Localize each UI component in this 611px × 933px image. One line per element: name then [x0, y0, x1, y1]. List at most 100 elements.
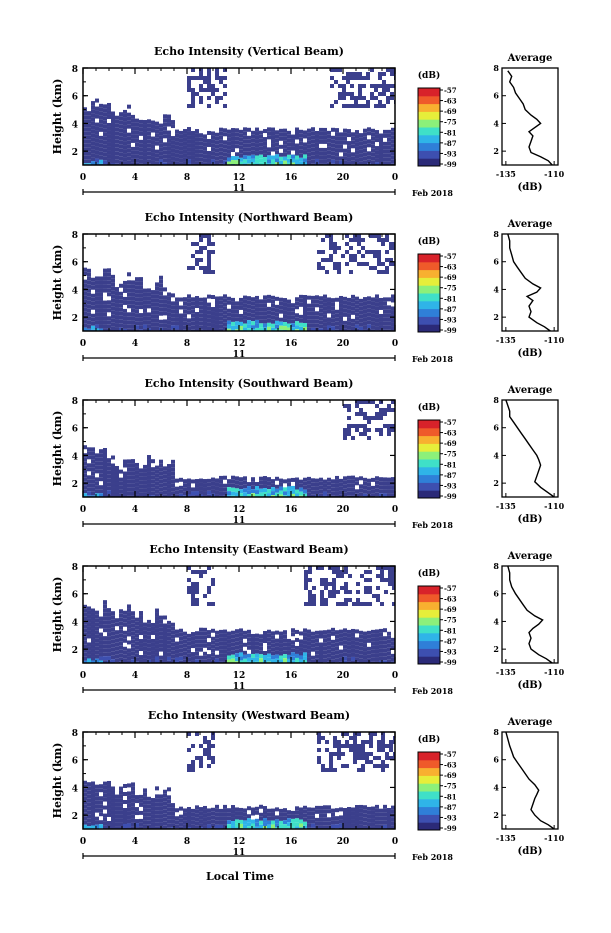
profile-y-tick-label: 2: [493, 478, 499, 488]
colorbar-tick-label: -69: [444, 439, 457, 448]
date-label: 11: [233, 682, 246, 692]
x-tick-label: 20: [337, 173, 350, 183]
profile-frame: [501, 233, 559, 332]
colorbar-segment: [418, 119, 440, 128]
y-tick-label: 2: [72, 148, 78, 158]
profile-y-tick-label: 4: [493, 782, 499, 792]
profile-y-tick-label: 4: [493, 118, 499, 128]
chart-panel-3: Echo Intensity (Eastward Beam) 2 4 6 8 Height…: [51, 543, 565, 696]
colorbar-segment: [418, 822, 440, 831]
colorbar-segment: [418, 134, 440, 144]
colorbar-segment: [418, 285, 440, 294]
colorbar-segment: [418, 103, 440, 112]
profile-title: Average: [507, 219, 553, 230]
colorbar-tick-label: -87: [444, 803, 457, 812]
profile-y-tick-label: 4: [493, 450, 499, 460]
profile-x-tick-label: -135: [496, 833, 516, 843]
profile-x-label: (dB): [518, 514, 543, 525]
colorbar-segment: [418, 158, 440, 167]
profile-frame: [501, 565, 559, 664]
profile-y-tick-label: 8: [493, 727, 499, 737]
colorbar-tick-label: -75: [444, 450, 457, 459]
x-axis-label: Local Time: [206, 870, 274, 883]
colorbar-segment: [418, 759, 440, 769]
colorbar-segment: [418, 490, 440, 499]
x-tick-label: 20: [337, 671, 350, 681]
x-tick-label: 12: [233, 339, 246, 349]
y-tick-label: 8: [72, 563, 78, 573]
colorbar-tick-label: -75: [444, 284, 457, 293]
colorbar-segment: [418, 767, 440, 776]
colorbar-segment: [418, 316, 440, 325]
profile-y-tick-label: 2: [493, 810, 499, 820]
y-tick-label: 2: [72, 314, 78, 324]
colorbar-segment: [418, 261, 440, 271]
colorbar-segment: [418, 625, 440, 634]
profile-x-label: (dB): [518, 182, 543, 193]
profile-x-tick-label: -135: [496, 169, 516, 179]
profile-x-tick-label: -135: [496, 667, 516, 677]
colorbar-unit: (dB): [418, 236, 440, 247]
colorbar-tick-label: -99: [444, 160, 457, 169]
y-tick-label: 4: [72, 618, 78, 628]
y-tick-label: 8: [72, 397, 78, 407]
colorbar-segment: [418, 482, 440, 491]
month-label: Feb 2018: [412, 686, 453, 696]
chart-panel-2: Echo Intensity (Southward Beam) 2 4 6 8 Heigh…: [51, 377, 565, 530]
profile-line: [507, 233, 551, 332]
profile-x-tick-label: -135: [496, 335, 516, 345]
colorbar-frame: [417, 253, 441, 333]
colorbar-segment: [418, 88, 440, 97]
heatmap-field: [83, 566, 395, 663]
y-tick-label: 4: [72, 452, 78, 462]
profile-x-tick-label: -110: [544, 501, 564, 511]
colorbar-tick-label: -57: [444, 584, 457, 593]
profile-y-tick-label: 4: [493, 616, 499, 626]
profile-y-tick-label: 2: [493, 312, 499, 322]
profile-frame: [501, 67, 559, 166]
profile-title: Average: [507, 385, 553, 396]
profile-line: [505, 731, 555, 830]
profile-y-tick-label: 6: [493, 257, 499, 267]
colorbar-segment: [418, 791, 440, 800]
colorbar-tick-label: -75: [444, 782, 457, 791]
colorbar-segment: [418, 95, 440, 105]
x-tick-label: 4: [132, 339, 138, 349]
colorbar-tick-label: -63: [444, 263, 457, 272]
chart-panel-0: Echo Intensity (Vertical Beam) 2 4 6 8 Height…: [51, 45, 565, 198]
colorbar-segment: [418, 632, 440, 642]
colorbar-segment: [418, 806, 440, 815]
x-tick-label: 4: [132, 671, 138, 681]
colorbar-segment: [418, 111, 440, 120]
month-label: Feb 2018: [412, 852, 453, 862]
colorbar-tick-label: -57: [444, 86, 457, 95]
profile-frame: [501, 399, 559, 498]
y-axis-label: Height (km): [51, 245, 64, 321]
y-tick-label: 2: [72, 812, 78, 822]
heatmap-field: [83, 732, 395, 829]
chart-title: Echo Intensity (Westward Beam): [148, 709, 350, 722]
colorbar-tick-label: -69: [444, 273, 457, 282]
colorbar-segment: [418, 640, 440, 649]
colorbar-tick-label: -69: [444, 107, 457, 116]
profile-line: [507, 565, 553, 664]
chart-panel-4: Echo Intensity (Westward Beam) 2 4 6 8 Height…: [51, 709, 565, 862]
colorbar-segment: [418, 775, 440, 784]
profile-x-label: (dB): [518, 680, 543, 691]
colorbar-unit: (dB): [418, 70, 440, 81]
month-label: Feb 2018: [412, 188, 453, 198]
colorbar-tick-label: -57: [444, 252, 457, 261]
colorbar-segment: [418, 435, 440, 444]
heatmap-field: [83, 400, 395, 497]
x-tick-label: 0: [80, 505, 86, 515]
chart-title: Echo Intensity (Southward Beam): [145, 377, 354, 390]
colorbar-frame: [417, 87, 441, 167]
x-tick-label: 20: [337, 837, 350, 847]
y-axis-label: Height (km): [51, 79, 64, 155]
x-tick-label: 0: [392, 671, 398, 681]
colorbar-tick-label: -63: [444, 97, 457, 106]
colorbar-segment: [418, 269, 440, 278]
colorbar-tick-label: -69: [444, 605, 457, 614]
